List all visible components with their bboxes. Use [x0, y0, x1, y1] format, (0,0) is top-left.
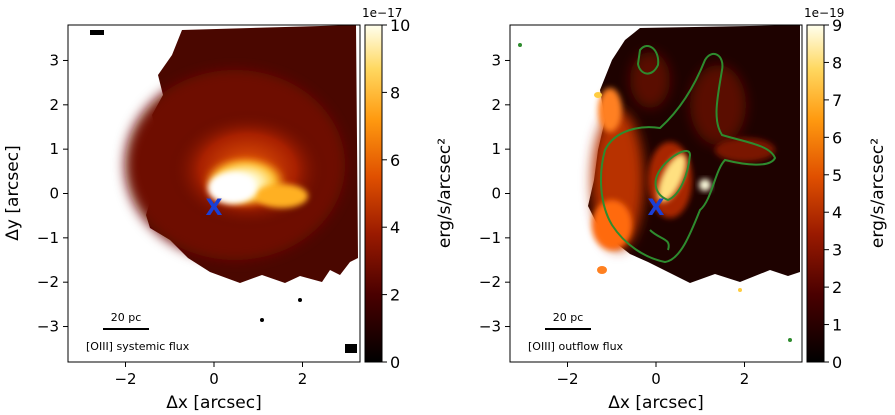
right-x-axis: −2 0 2 [556, 362, 749, 388]
left-y-tick-label: 2 [49, 96, 59, 114]
left-x-tick-label: 0 [209, 370, 219, 388]
right-colorbar-tick-label: 9 [832, 16, 842, 35]
right-y-tick-label: −3 [479, 318, 501, 336]
left-colorbar-tick-label: 10 [390, 16, 410, 35]
left-colorbar-tick-label: 4 [390, 218, 400, 237]
left-x-label: Δx [arcsec] [166, 393, 261, 413]
right-colorbar-tick-label: 7 [832, 91, 842, 110]
left-colorbar-label: erg/s/arcsec² [435, 138, 455, 248]
right-colorbar-tick-label: 6 [832, 128, 842, 147]
right-x-label: Δx [arcsec] [608, 393, 703, 413]
left-y-tick-label: 3 [49, 51, 59, 69]
right-y-tick-label: 3 [491, 51, 501, 69]
right-y-tick-label: −1 [479, 229, 501, 247]
right-y-tick-label: 0 [491, 185, 501, 203]
right-contours [600, 45, 777, 264]
right-colorbar-tick-label: 5 [832, 166, 842, 185]
left-y-axis: 3 2 1 0 −1 −2 −3 [37, 51, 68, 336]
left-y-tick-label: −2 [37, 273, 59, 291]
right-y-tick-label: 2 [491, 96, 501, 114]
left-x-axis: −2 0 2 [114, 362, 307, 388]
right-y-tick-label: −2 [479, 273, 501, 291]
left-colorbar-exponent: 1e−17 [362, 6, 402, 20]
right-panel: −2 0 2 3 2 1 0 −1 −2 −3 Δx [arcsec] X 20 pc [OII… [479, 6, 888, 413]
left-y-tick-label: −3 [37, 318, 59, 336]
left-colorbar-tick-label: 2 [390, 286, 400, 305]
left-panel-annotation: [OIII] systemic flux [86, 340, 190, 353]
right-colorbar-exponent: 1e−19 [804, 6, 844, 20]
left-nucleus-marker: X [206, 196, 223, 221]
right-x-tick-label: 2 [740, 370, 750, 388]
left-y-tick-label: 0 [49, 185, 59, 203]
right-x-tick-label: −2 [556, 370, 578, 388]
right-x-tick-label: 0 [651, 370, 661, 388]
left-colorbar-tick-label: 6 [390, 151, 400, 170]
right-colorbar-tick-label: 2 [832, 278, 842, 297]
right-scalebar-label: 20 pc [553, 311, 584, 324]
right-colorbar-tick-label: 1 [832, 316, 842, 335]
right-y-axis: 3 2 1 0 −1 −2 −3 [479, 51, 510, 336]
left-y-tick-label: −1 [37, 229, 59, 247]
left-y-tick-label: 1 [49, 140, 59, 158]
left-colorbar [364, 24, 383, 363]
left-x-tick-label: −2 [114, 370, 136, 388]
right-colorbar-tick-label: 3 [832, 241, 842, 260]
right-y-tick-label: 1 [491, 140, 501, 158]
right-flux-map [518, 25, 800, 342]
right-colorbar-tick-label: 8 [832, 53, 842, 72]
left-colorbar-ticks: 0 2 4 6 8 10 [382, 16, 410, 372]
left-flux-map [90, 25, 358, 353]
left-colorbar-tick-label: 0 [390, 353, 400, 372]
right-nucleus-marker: X [648, 196, 665, 221]
right-colorbar [806, 24, 825, 363]
right-colorbar-ticks: 0 1 2 3 4 5 6 7 8 9 [824, 16, 842, 372]
right-colorbar-tick-label: 4 [832, 203, 842, 222]
left-scalebar-label: 20 pc [111, 311, 142, 324]
left-colorbar-tick-label: 8 [390, 83, 400, 102]
left-y-label: Δy [arcsec] [3, 145, 23, 240]
right-colorbar-label: erg/s/arcsec² [868, 138, 888, 248]
left-x-tick-label: 2 [298, 370, 308, 388]
right-panel-annotation: [OIII] outflow flux [528, 340, 624, 353]
right-colorbar-tick-label: 0 [832, 353, 842, 372]
